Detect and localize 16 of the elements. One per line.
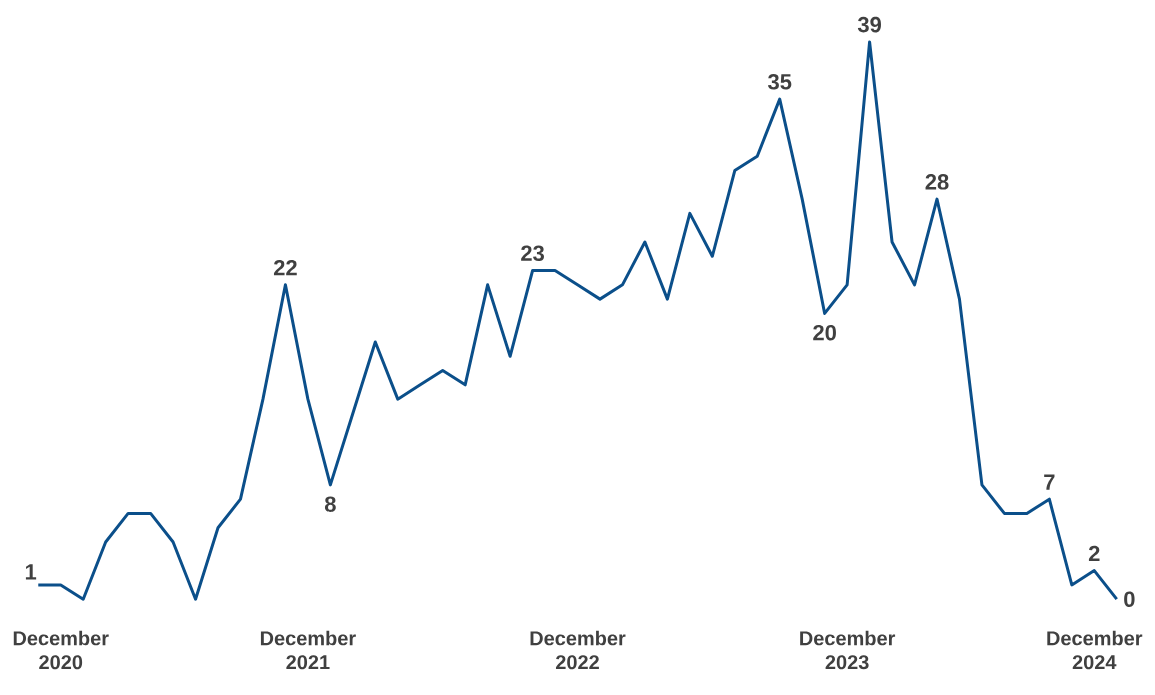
data-label: 8 <box>324 496 336 512</box>
data-label: 23 <box>521 245 544 262</box>
data-label: 2 <box>1088 545 1100 562</box>
data-label: 7 <box>1044 474 1055 490</box>
x-tick-label: December 2023 <box>800 630 896 670</box>
x-tick-label: December 2024 <box>1047 630 1143 670</box>
x-tick-label: December 2020 <box>13 630 109 670</box>
x-tick-label: December 2022 <box>530 630 626 670</box>
data-label: 20 <box>813 324 836 341</box>
x-tick-label: December 2021 <box>260 630 356 670</box>
data-label: 39 <box>857 16 881 33</box>
data-label: 35 <box>768 73 792 90</box>
data-label: 28 <box>925 174 949 190</box>
data-label: 0 <box>1124 591 1135 607</box>
data-label: 22 <box>273 259 297 276</box>
data-label: 1 <box>25 564 37 580</box>
